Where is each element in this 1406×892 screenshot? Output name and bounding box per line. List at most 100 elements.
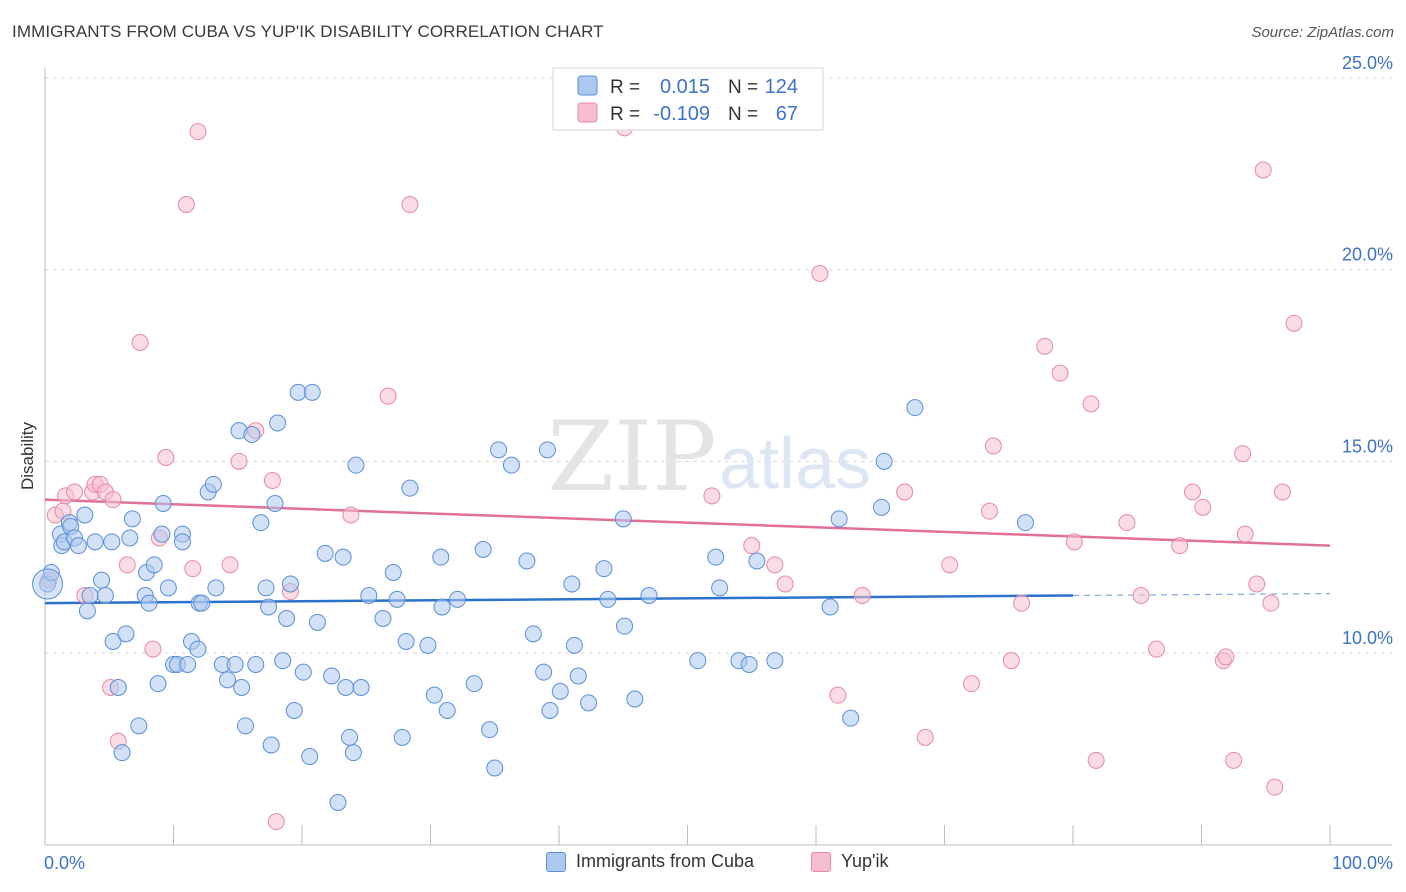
point-cuba-large bbox=[32, 568, 64, 600]
point-cuba bbox=[218, 671, 236, 689]
point-cuba bbox=[109, 679, 127, 696]
point-cuba bbox=[640, 587, 658, 604]
y-tick-label: 20.0% bbox=[1342, 245, 1393, 265]
point-yupik bbox=[1148, 640, 1166, 658]
point-cuba bbox=[518, 552, 536, 570]
point-yupik bbox=[853, 587, 871, 604]
legend-r-value-2: -0.109 bbox=[653, 103, 710, 125]
point-cuba bbox=[344, 744, 362, 762]
point-yupik bbox=[1236, 525, 1254, 543]
point-yupik bbox=[379, 387, 397, 405]
point-cuba bbox=[323, 667, 341, 685]
point-yupik bbox=[1051, 364, 1069, 382]
point-cuba bbox=[524, 625, 542, 643]
point-cuba bbox=[189, 640, 207, 658]
point-cuba bbox=[337, 679, 355, 696]
point-cuba bbox=[226, 656, 244, 673]
point-cuba bbox=[565, 636, 583, 654]
point-cuba bbox=[580, 694, 598, 712]
point-yupik bbox=[916, 728, 934, 746]
point-cuba bbox=[465, 675, 483, 693]
point-yupik bbox=[230, 452, 248, 470]
point-yupik bbox=[184, 560, 202, 578]
legend-swatch-blue bbox=[577, 75, 598, 96]
point-yupik bbox=[401, 196, 419, 213]
point-yupik bbox=[1262, 594, 1280, 612]
trend-lines bbox=[44, 498, 1331, 605]
chart-source: Source: ZipAtlas.com bbox=[1251, 24, 1394, 41]
point-cuba bbox=[535, 663, 553, 681]
point-yupik bbox=[131, 334, 149, 351]
point-cuba bbox=[308, 613, 326, 631]
point-cuba bbox=[236, 717, 254, 735]
point-yupik bbox=[984, 437, 1002, 455]
point-yupik bbox=[1171, 537, 1189, 555]
point-cuba bbox=[490, 441, 508, 459]
x-tick-label: 100.0% bbox=[1332, 853, 1393, 873]
point-cuba bbox=[260, 598, 278, 616]
point-yupik bbox=[1248, 575, 1266, 593]
point-cuba bbox=[334, 548, 352, 566]
point-yupik bbox=[776, 575, 794, 593]
point-cuba bbox=[486, 759, 504, 777]
legend-swatch-yupik bbox=[811, 851, 831, 872]
point-cuba bbox=[78, 602, 96, 620]
point-cuba bbox=[76, 506, 94, 524]
point-yupik bbox=[342, 506, 360, 524]
point-yupik bbox=[1254, 161, 1272, 179]
point-yupik bbox=[1132, 587, 1150, 604]
point-cuba bbox=[257, 579, 275, 597]
point-yupik bbox=[1013, 594, 1031, 612]
point-yupik bbox=[177, 196, 195, 213]
point-cuba bbox=[193, 594, 211, 612]
point-yupik bbox=[118, 556, 136, 574]
point-cuba bbox=[474, 541, 492, 558]
point-cuba bbox=[766, 652, 784, 670]
point-cuba bbox=[149, 675, 167, 693]
point-yupik bbox=[1285, 314, 1303, 332]
point-cuba bbox=[294, 663, 312, 681]
point-cuba bbox=[419, 636, 437, 654]
point-cuba bbox=[233, 679, 251, 696]
legend-item-cuba: Immigrants from Cuba bbox=[546, 851, 754, 872]
point-cuba bbox=[173, 533, 191, 551]
point-yupik bbox=[144, 640, 162, 658]
point-yupik bbox=[811, 265, 829, 282]
point-cuba bbox=[740, 656, 758, 673]
point-cuba bbox=[563, 575, 581, 593]
point-yupik bbox=[1266, 778, 1284, 796]
y-axis-label: Disability bbox=[18, 421, 37, 490]
point-cuba bbox=[401, 479, 419, 497]
point-cuba bbox=[595, 560, 613, 578]
point-cuba bbox=[352, 679, 370, 696]
data-points bbox=[32, 119, 1303, 831]
point-cuba bbox=[252, 514, 270, 532]
point-cuba bbox=[113, 744, 131, 762]
point-cuba bbox=[873, 498, 891, 516]
point-cuba bbox=[569, 667, 587, 685]
zipatlas-watermark: ZIP atlas bbox=[547, 401, 871, 513]
trend-line-cuba-extension bbox=[1072, 592, 1331, 597]
point-yupik bbox=[1082, 395, 1100, 413]
point-yupik bbox=[221, 556, 239, 574]
legend-n-value-1: 124 bbox=[765, 76, 798, 98]
point-cuba bbox=[341, 728, 359, 746]
point-cuba bbox=[374, 610, 392, 627]
point-cuba bbox=[130, 717, 148, 735]
point-yupik bbox=[896, 483, 914, 501]
legend-label-cuba: Immigrants from Cuba bbox=[576, 851, 755, 871]
point-cuba bbox=[281, 575, 299, 593]
grid-lines bbox=[45, 77, 1392, 654]
point-cuba bbox=[86, 533, 104, 551]
chart-title: IMMIGRANTS FROM CUBA VS YUP'IK DISABILIT… bbox=[12, 22, 604, 41]
point-cuba bbox=[96, 587, 114, 604]
point-cuba bbox=[689, 652, 707, 670]
legend-n-value-2: 67 bbox=[776, 103, 798, 125]
point-cuba bbox=[875, 452, 893, 470]
point-yupik bbox=[1225, 751, 1243, 769]
point-cuba bbox=[247, 656, 265, 673]
point-cuba bbox=[502, 456, 520, 474]
point-yupik bbox=[1087, 751, 1105, 769]
legend-top: R = 0.015 N = 124 R = -0.109 N = 67 bbox=[552, 67, 824, 131]
point-cuba bbox=[154, 495, 172, 512]
